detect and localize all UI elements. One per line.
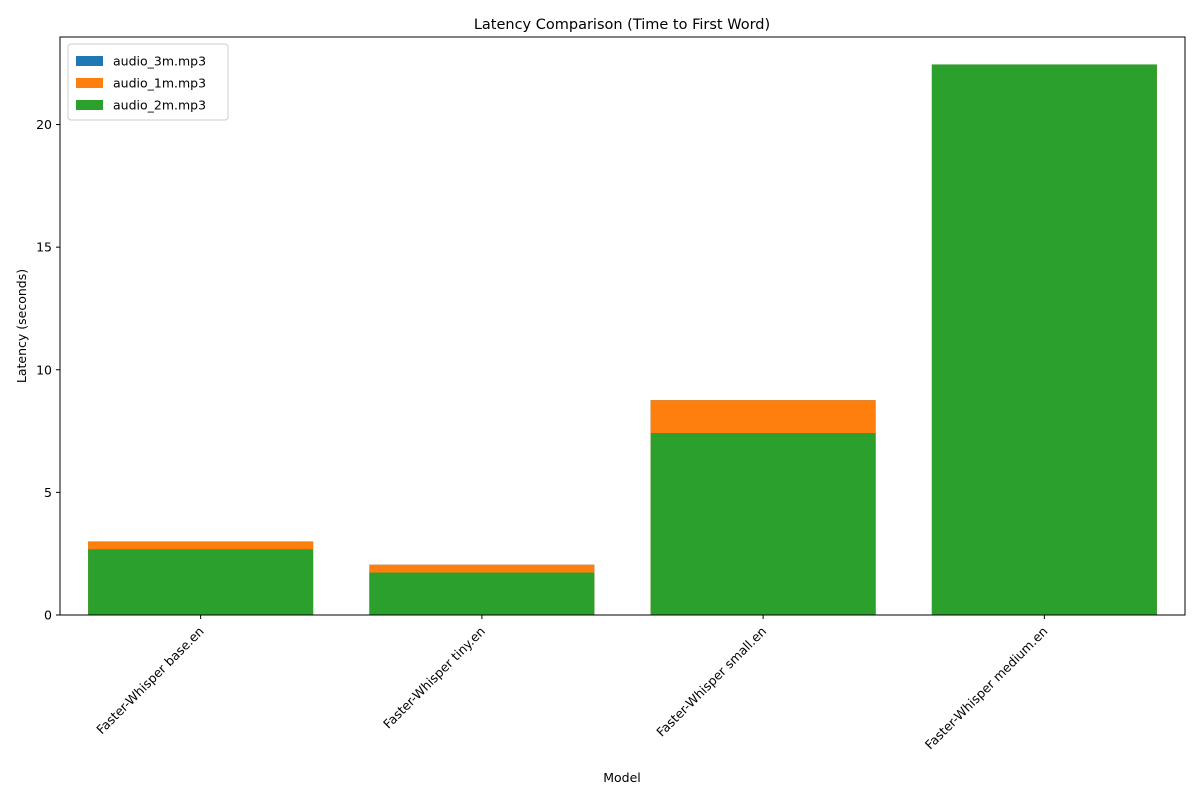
legend-label: audio_3m.mp3 (113, 54, 206, 69)
y-tick-label: 0 (44, 608, 52, 623)
legend-swatch-audio-2m-mp3 (76, 100, 103, 110)
y-tick-label: 15 (36, 240, 52, 255)
chart-title: Latency Comparison (Time to First Word) (474, 17, 770, 33)
legend-box (67, 43, 229, 121)
bar-audio-2m-mp3-faster-whisper-base-en (88, 549, 314, 615)
plot-frame (59, 36, 1186, 616)
legend-swatch-audio-3m-mp3 (76, 56, 103, 66)
legend: audio_3m.mp3 audio_1m.mp3 audio_2m.mp3 (67, 43, 229, 121)
bars-layer (88, 64, 1157, 616)
x-tick-label: Faster-Whisper tiny.en (380, 624, 488, 732)
legend-label: audio_2m.mp3 (113, 98, 206, 113)
x-axis-label: Model (603, 770, 641, 785)
y-tick-label: 5 (44, 485, 52, 500)
y-tick-label: 10 (36, 362, 52, 377)
x-tick-label: Faster-Whisper base.en (93, 624, 207, 738)
bar-audio-2m-mp3-faster-whisper-tiny-en (369, 572, 595, 615)
y-tick-label: 20 (36, 117, 52, 132)
x-tick-label: Faster-Whisper small.en (653, 624, 769, 740)
bar-audio-2m-mp3-faster-whisper-medium-en (931, 64, 1157, 616)
legend-swatch-audio-1m-mp3 (76, 78, 103, 88)
legend-label: audio_1m.mp3 (113, 76, 206, 91)
y-axis-label: Latency (seconds) (14, 269, 29, 383)
bar-audio-2m-mp3-faster-whisper-small-en (650, 433, 876, 615)
x-tick-label: Faster-Whisper medium.en (922, 624, 1051, 753)
